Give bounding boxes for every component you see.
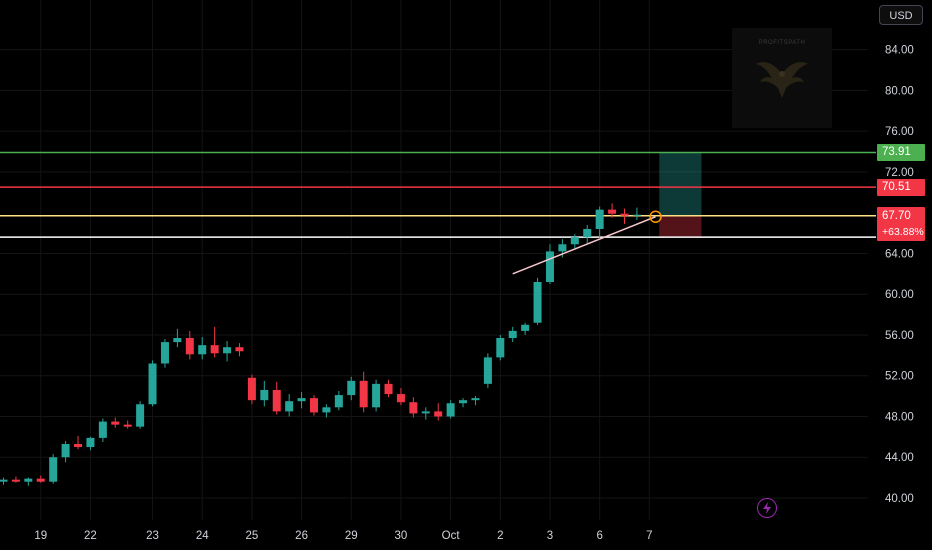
y-tick-label: 44.00 [885,452,914,464]
candle-body [421,411,430,414]
eagle-icon [756,62,808,98]
candle-body [210,345,219,354]
candle-body [61,443,70,458]
y-tick-label: 52.00 [885,371,914,383]
candle-body [24,478,33,482]
candle-body [36,478,45,482]
x-tick-label: 26 [295,530,308,542]
green-line-price-tag: 73.91 [877,143,925,161]
x-tick-label: 29 [345,530,358,542]
candle-body [496,338,505,358]
candle-body [620,213,629,216]
candle-body [98,421,107,438]
candle-body [545,251,554,282]
candle-body [570,237,579,245]
currency-button[interactable]: USD [879,5,923,25]
candle-body [173,338,182,343]
y-tick-label: 56.00 [885,330,914,342]
candle-body [632,214,641,216]
candle-body [384,383,393,395]
candle-body [111,421,120,425]
x-tick-label: 7 [646,530,652,542]
y-tick-label: 60.00 [885,289,914,301]
y-tick-label: 76.00 [885,126,914,138]
y-tick-label: 80.00 [885,85,914,97]
long-position-box[interactable] [659,152,702,238]
candle-body [434,411,443,417]
lightning-icon[interactable] [757,498,777,518]
y-tick-label: 72.00 [885,167,914,179]
candle-body [471,398,480,401]
last-price-change: +63.88% [882,225,924,238]
last-price-tag: 67.70 +63.88% [877,206,925,241]
watermark: PROFITSPATH [732,28,832,128]
x-tick-label: 24 [196,530,209,542]
candle-body [185,338,194,355]
candle-body [247,377,256,401]
candle-body [285,401,294,412]
time-axis[interactable]: 19 22 23 24 25 26 29 30 Oct 2 3 6 7 [34,530,652,542]
candle-body [521,324,530,331]
trendline[interactable] [512,210,662,275]
candle-body [148,363,157,405]
candle-body [583,228,592,238]
candle-body [49,457,58,482]
y-tick-label: 84.00 [885,45,914,57]
x-tick-label: Oct [442,530,461,542]
candle-body [198,345,207,355]
trendline-anchor [649,210,662,224]
y-tick-label: 64.00 [885,248,914,260]
y-tick-label: 40.00 [885,493,914,505]
candle-body [409,402,418,414]
candle-body [136,404,145,427]
stop-zone [659,215,702,238]
candle-body [483,357,492,384]
candle-body [123,424,132,427]
last-price-value: 67.70 [882,209,911,222]
candle-body [608,209,617,214]
candle-body [260,389,269,401]
candle-body [533,281,542,323]
red-line-price-tag: 70.51 [877,178,925,196]
candle-body [272,389,281,412]
candle-body [310,398,318,413]
x-tick-label: 2 [497,530,503,542]
candle-body [446,403,455,417]
x-tick-label: 23 [146,530,159,542]
candle-body [359,380,368,408]
candles [0,203,641,486]
candle-body [322,407,331,413]
candle-body [595,209,604,229]
candle-body [508,330,517,339]
grid [0,0,868,520]
x-tick-label: 25 [246,530,259,542]
watermark-text: PROFITSPATH [758,40,806,46]
trendline-segment [512,216,656,275]
candle-body [297,398,306,402]
target-zone [659,152,702,216]
x-tick-label: 22 [84,530,97,542]
candle-body [74,443,83,448]
price-axis[interactable]: 40.00 44.00 48.00 52.00 56.00 60.00 64.00 72.00… [885,45,914,505]
candle-body [372,383,381,408]
candle-body [11,479,20,482]
horizontal-lines[interactable] [0,151,876,238]
x-tick-label: 6 [596,530,602,542]
y-tick-label: 48.00 [885,411,914,423]
candle-body [86,437,95,448]
candle-body [235,347,244,352]
x-tick-label: 19 [34,530,47,542]
candle-body [334,395,343,408]
candle-body [160,342,169,364]
x-tick-label: 30 [395,530,408,542]
x-tick-label: 3 [547,530,553,542]
candle-body [396,394,405,403]
candle-body [459,400,468,404]
candle-body [0,479,8,482]
candle-body [558,244,567,252]
candle-body [347,380,356,396]
candle-body [223,347,232,354]
